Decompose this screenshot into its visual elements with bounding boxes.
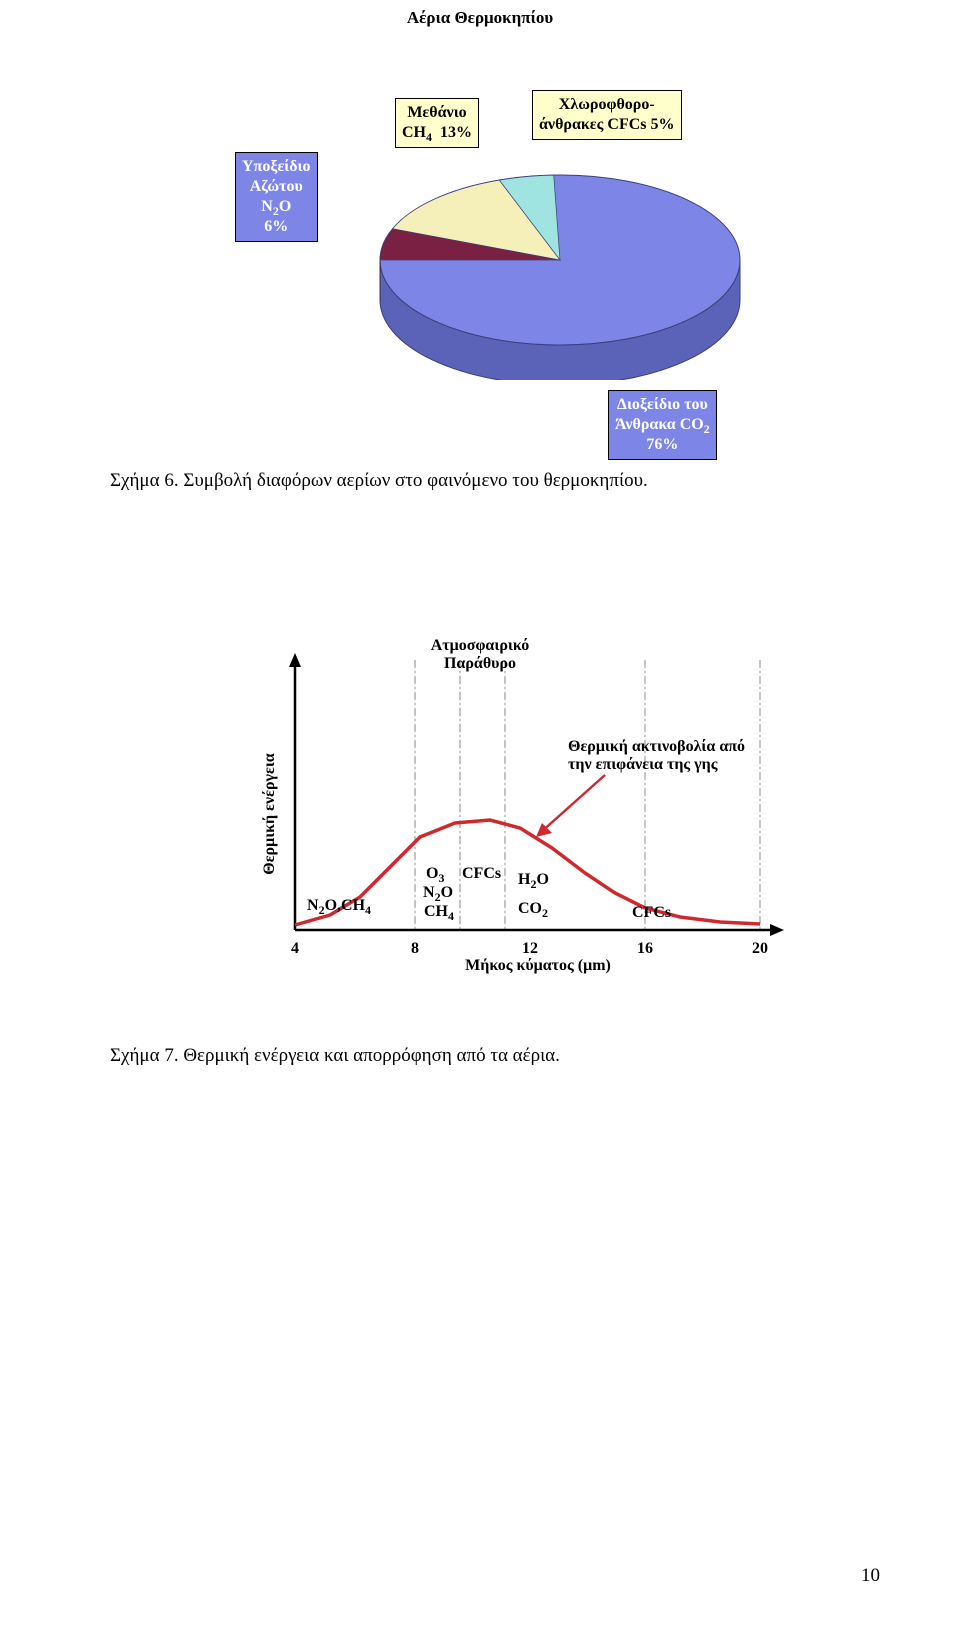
pie-label-n2o: Υποξείδιο Αζώτου N2O 6% <box>235 152 318 242</box>
gas-cfcs-2: CFCs <box>632 904 671 922</box>
gas-n2o: N2O <box>423 884 453 902</box>
gas-co2: CO2 <box>518 900 548 918</box>
n2o-pct: 6% <box>264 218 288 235</box>
pie-label-ch4: Μεθάνιο CH4 13% <box>395 98 479 148</box>
caption-figure-6: Σχήμα 6. Συμβολή διαφόρων αερίων στο φαι… <box>110 470 648 492</box>
n2o-line2: Αζώτου <box>250 178 303 195</box>
page-number: 10 <box>861 1565 880 1587</box>
xtick-2: 12 <box>522 940 538 957</box>
spectrum-ylabel: Θερμική ενέργεια <box>261 734 279 894</box>
n2o-line1: Υποξείδιο <box>242 158 311 175</box>
atmospheric-window-label: Ατμοσφαιρικό Παράθυρο <box>395 637 565 673</box>
radiation-annotation: Θερμική ακτινοβολία από την επιφάνεια τη… <box>568 738 798 774</box>
xtick-1: 8 <box>411 940 419 957</box>
n2o-formula: N2O <box>261 198 291 215</box>
co2-pct: 76% <box>646 436 678 453</box>
spectrum-figure: 4 8 12 16 20 Θερμική ενέργεια Ατμοσφαιρι… <box>200 615 810 995</box>
xtick-4: 20 <box>752 940 768 957</box>
co2-line2: Άνθρακα CO2 <box>615 416 710 433</box>
page-title: Αέρια Θερμοκηπίου <box>0 8 960 28</box>
cfc-line2: άνθρακες CFCs <box>539 116 647 133</box>
xtick-0: 4 <box>291 940 299 957</box>
gas-ch4: CH4 <box>424 903 454 921</box>
pie-label-cfc: Χλωροφθορο- άνθρακες CFCs 5% <box>532 90 682 140</box>
gas-o3: O3 <box>426 865 444 883</box>
co2-line1: Διοξείδιο του <box>617 396 708 413</box>
ch4-formula: CH4 <box>402 124 432 141</box>
ch4-pct: 13% <box>440 124 472 141</box>
pie-chart <box>375 150 745 380</box>
ch4-line1: Μεθάνιο <box>407 104 466 121</box>
cfc-pct: 5% <box>651 116 675 133</box>
cfc-line1: Χλωροφθορο- <box>559 96 655 113</box>
gas-n2o-ch4: N2O,CH4 <box>307 897 371 915</box>
pie-figure: Μεθάνιο CH4 13% Χλωροφθορο- άνθρακες CFC… <box>130 80 830 470</box>
spectrum-xlabel: Μήκος κύματος (μm) <box>438 957 638 975</box>
caption-figure-7: Σχήμα 7. Θερμική ενέργεια και απορρόφηση… <box>110 1045 560 1067</box>
gas-h2o: H2O <box>518 871 549 889</box>
pie-label-co2: Διοξείδιο του Άνθρακα CO2 76% <box>608 390 717 460</box>
gas-cfcs-1: CFCs <box>462 865 501 883</box>
xtick-3: 16 <box>637 940 653 957</box>
